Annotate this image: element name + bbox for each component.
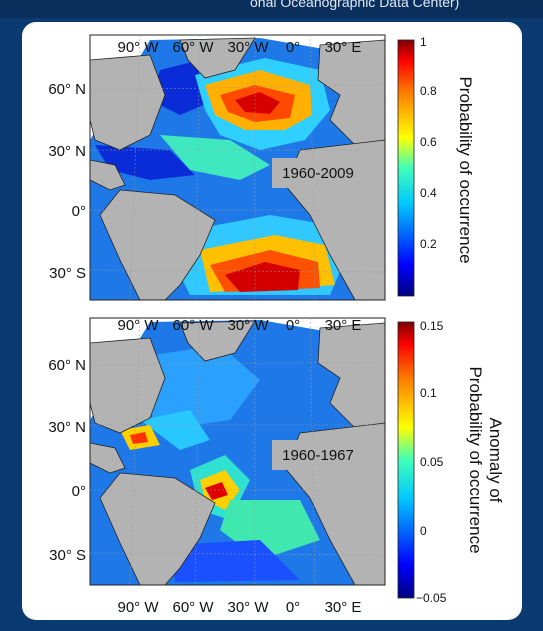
- period-label-bottom: 1960-1967: [282, 447, 354, 464]
- lon-label-bottom: 30° W: [227, 599, 269, 616]
- colorbar-tick: 0.8: [420, 84, 437, 98]
- colorbar-title-top: Probability of occurrence: [456, 76, 475, 263]
- colorbar-tick: 0.1: [420, 386, 437, 400]
- lon-label: 30° W: [227, 317, 269, 334]
- colorbar-tick: 0.4: [420, 186, 437, 200]
- lat-label: 30° N: [48, 419, 86, 436]
- lat-label: 60° N: [48, 357, 86, 374]
- lon-label-bottom: 30° E: [325, 599, 362, 616]
- lon-label: 60° W: [172, 39, 214, 56]
- colorbar-bottom: 0.15 0.1 0.05 0 −0.05 Anomaly of Probabi…: [397, 319, 505, 605]
- map-panel-top: 1960-2009 90° W 60° W 30° W 0° 30° E 60°…: [48, 34, 386, 301]
- lon-label: 0°: [286, 317, 300, 334]
- lon-label-bottom: 0°: [286, 599, 300, 616]
- colorbar-tick: 0.2: [420, 237, 437, 251]
- lon-label: 60° W: [172, 317, 214, 334]
- map-panel-bottom: 1960-1967 90° W 60° W 30° W 0° 30° E 60°…: [48, 317, 386, 616]
- lat-label: 0°: [72, 203, 86, 220]
- colorbar-tick: 0: [420, 524, 427, 538]
- lat-label: 30° N: [48, 143, 86, 160]
- lon-label-bottom: 90° W: [117, 599, 159, 616]
- lon-label: 30° W: [227, 39, 269, 56]
- top-banner: onal Oceanographic Data Center): [0, 0, 543, 18]
- period-label-top: 1960-2009: [282, 165, 354, 182]
- lat-label: 30° S: [49, 265, 86, 282]
- colorbar-tick: 0.6: [420, 135, 437, 149]
- lon-label: 90° W: [117, 39, 159, 56]
- lon-label: 0°: [286, 39, 300, 56]
- colorbar-title-bottom-line2: Probability of occurrence: [466, 366, 485, 553]
- lat-label: 0°: [72, 483, 86, 500]
- colorbar-tick: 0.05: [420, 455, 444, 469]
- lon-label-bottom: 60° W: [172, 599, 214, 616]
- lon-label: 30° E: [325, 317, 362, 334]
- colorbar-tick: 1: [420, 35, 427, 49]
- lat-label: 60° N: [48, 81, 86, 98]
- banner-clipped-text: onal Oceanographic Data Center): [250, 0, 460, 10]
- lon-label: 30° E: [325, 39, 362, 56]
- colorbar-top: 1 0.8 0.6 0.4 0.2 Probability of occurre…: [397, 35, 475, 297]
- colorbar-tick: −0.05: [416, 591, 447, 605]
- lat-label: 30° S: [49, 547, 86, 564]
- lon-label: 90° W: [117, 317, 159, 334]
- colorbar-title-bottom-line1: Anomaly of: [486, 417, 505, 502]
- colorbar-tick: 0.15: [420, 319, 444, 333]
